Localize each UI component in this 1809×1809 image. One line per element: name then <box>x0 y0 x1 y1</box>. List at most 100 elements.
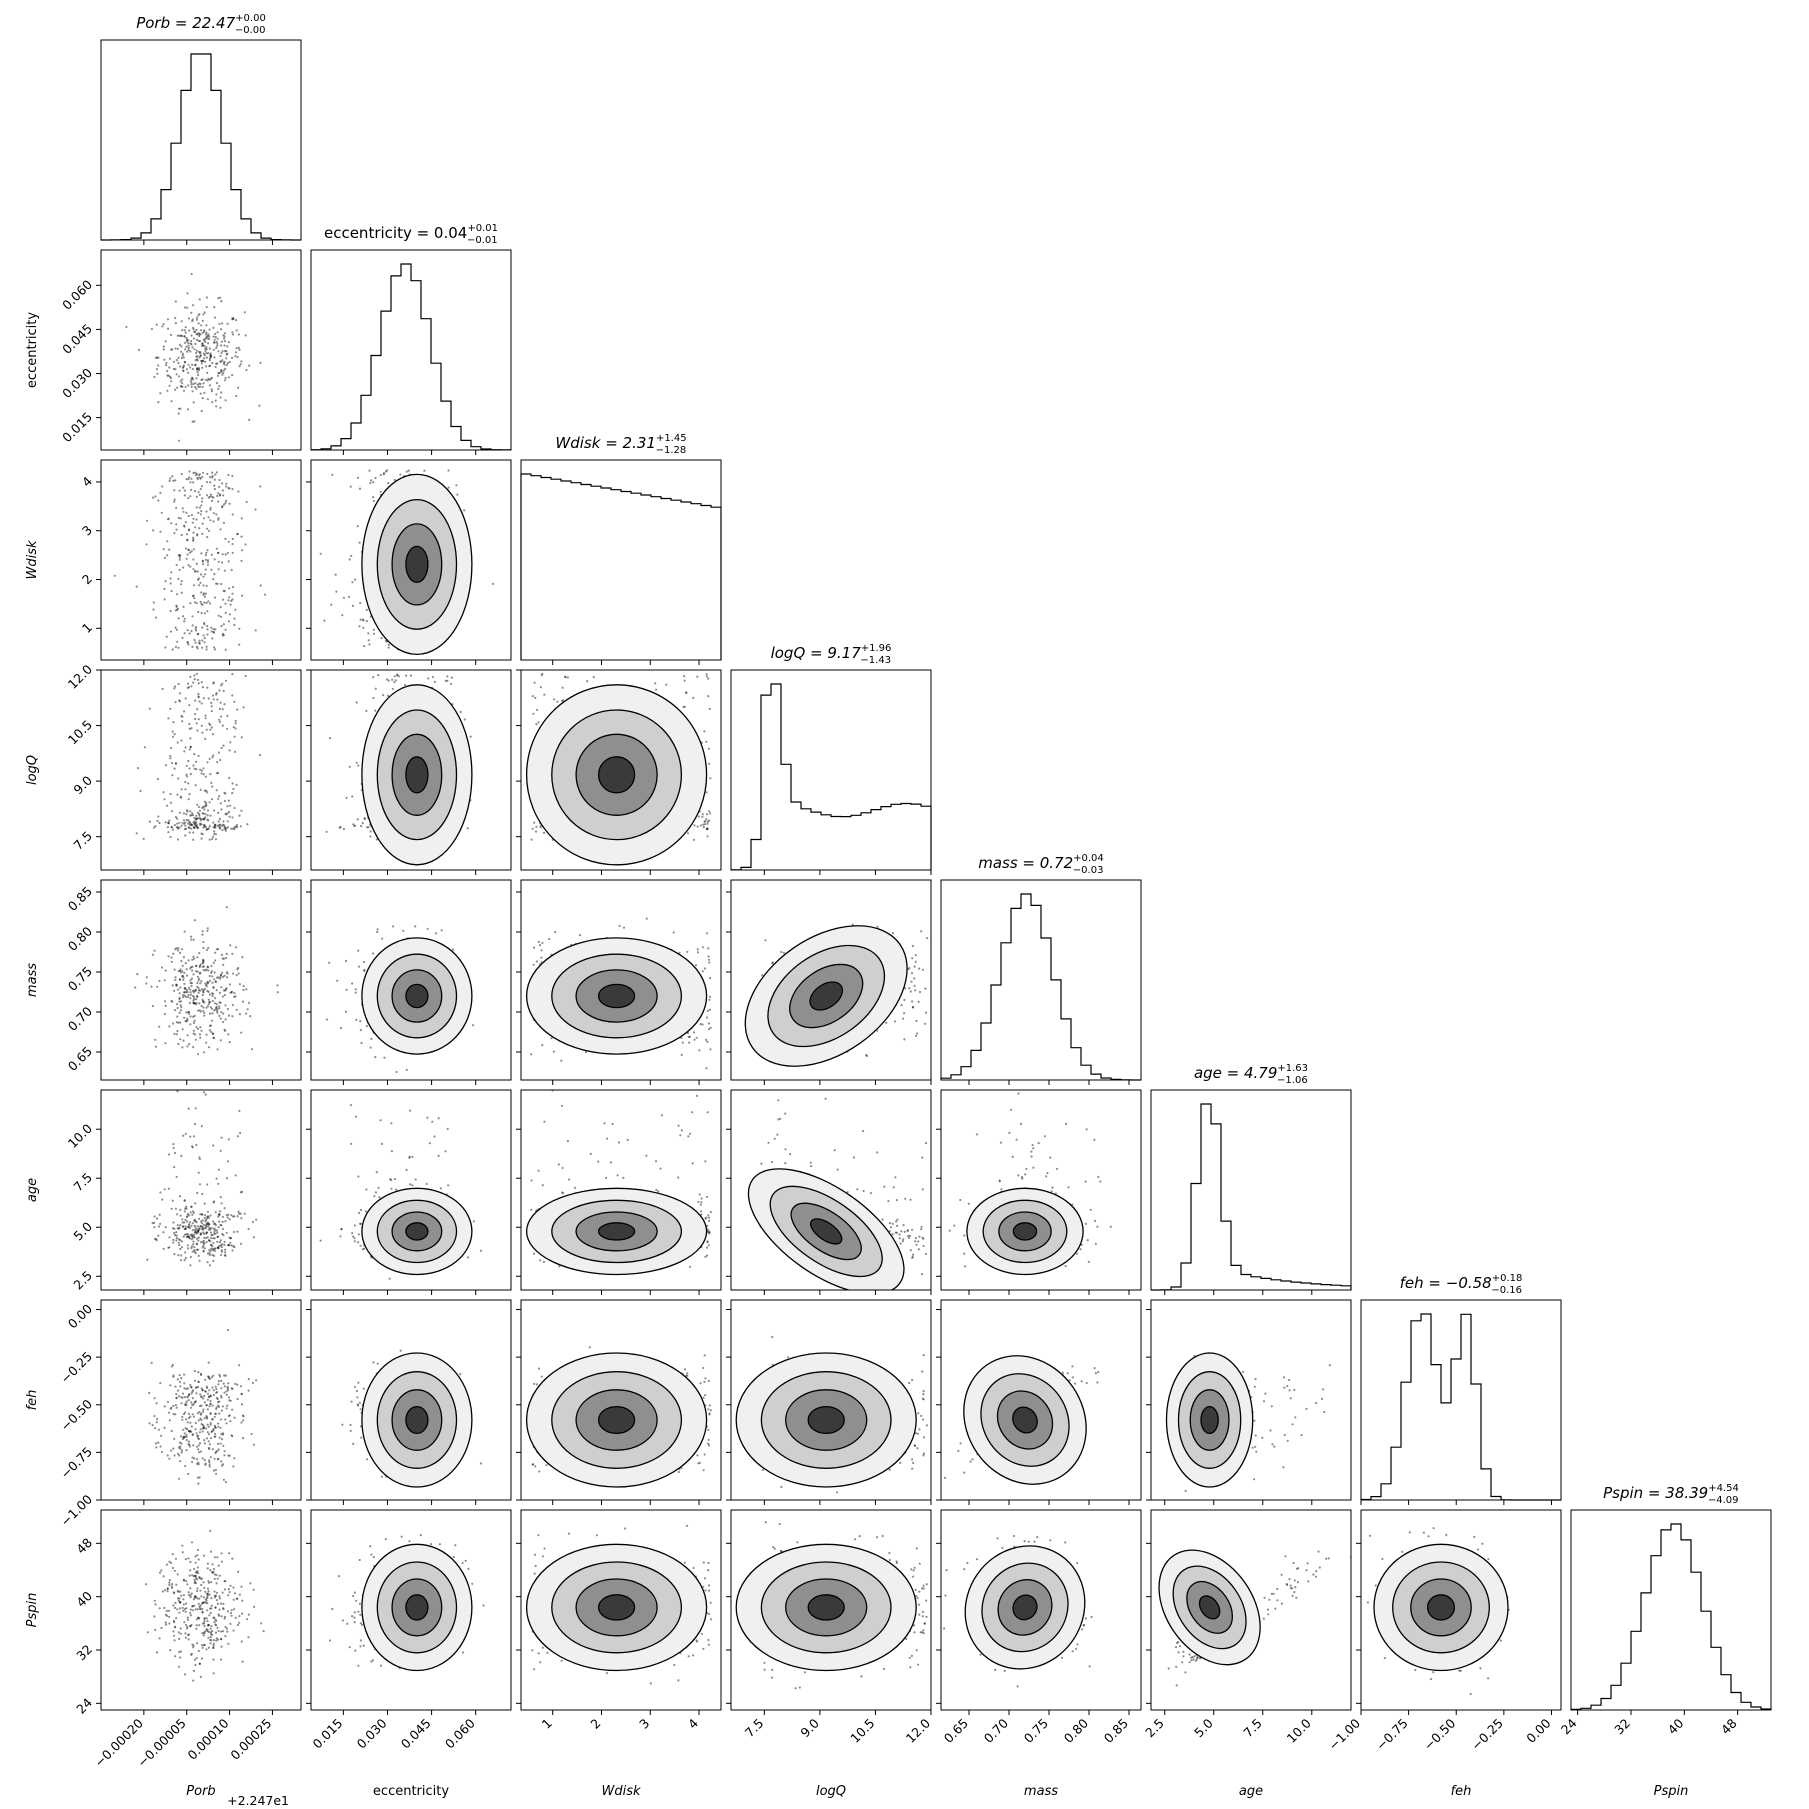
sample-point <box>182 1235 185 1238</box>
sample-point <box>226 714 229 718</box>
scatter-panel-wdisk-mass <box>516 879 722 1085</box>
sample-point <box>206 625 209 628</box>
sample-point <box>376 930 379 934</box>
sample-point <box>169 333 173 336</box>
sample-point <box>202 1250 205 1253</box>
sample-point <box>236 1230 239 1233</box>
sample-point <box>374 1056 377 1059</box>
sample-point <box>409 674 412 677</box>
sample-point <box>158 1213 161 1216</box>
sample-point <box>908 987 911 990</box>
sample-point <box>196 383 199 386</box>
sample-point <box>216 824 219 827</box>
sample-point <box>187 497 190 500</box>
sample-point <box>228 487 231 490</box>
sample-point <box>218 991 222 995</box>
sample-point <box>231 542 234 546</box>
sample-point <box>234 727 237 730</box>
sample-point <box>197 696 200 699</box>
sample-point <box>202 593 205 596</box>
sample-point <box>175 1003 179 1006</box>
sample-point <box>157 1225 160 1228</box>
sample-point <box>163 556 167 560</box>
sample-point <box>340 1027 343 1030</box>
sample-point <box>223 974 226 977</box>
sample-point <box>167 327 170 330</box>
sample-point <box>175 628 178 631</box>
sample-point <box>203 601 206 604</box>
sample-point <box>177 1227 180 1230</box>
sample-point <box>403 683 406 687</box>
sample-point <box>207 600 210 603</box>
sample-point <box>177 361 180 365</box>
sample-point <box>134 986 137 989</box>
y-tick-label: 0.030 <box>59 365 95 401</box>
panel-frame <box>100 459 302 661</box>
sample-point <box>217 1246 220 1249</box>
sample-point <box>433 680 436 684</box>
sample-point <box>175 983 178 986</box>
sample-point <box>209 519 212 522</box>
sample-point <box>702 826 705 829</box>
sample-point <box>589 1152 592 1155</box>
sample-point <box>218 1220 221 1223</box>
sample-point <box>190 488 193 491</box>
sample-point <box>177 777 180 780</box>
sample-point <box>190 550 193 553</box>
sample-point <box>173 733 176 736</box>
sample-point <box>208 495 212 498</box>
sample-point <box>179 1259 183 1262</box>
sample-point <box>199 823 202 826</box>
sample-point <box>199 768 202 771</box>
sample-point <box>154 825 157 828</box>
sample-point <box>184 348 187 351</box>
sample-point <box>214 1224 217 1227</box>
sample-point <box>177 1042 180 1046</box>
sample-point <box>325 1018 329 1021</box>
sample-point <box>164 764 168 767</box>
sample-point <box>182 369 185 372</box>
sample-point <box>388 1277 391 1280</box>
sample-point <box>230 1244 233 1247</box>
sample-point <box>179 407 182 410</box>
sample-point <box>167 717 170 720</box>
sample-point <box>219 977 222 980</box>
sample-point <box>161 325 164 328</box>
sample-point <box>218 827 221 830</box>
sample-point <box>152 529 155 532</box>
sample-point <box>195 602 198 605</box>
sample-point <box>158 821 161 825</box>
sample-point <box>194 330 197 333</box>
sample-point <box>205 648 208 651</box>
sample-point <box>187 1235 190 1238</box>
sample-point <box>179 380 182 383</box>
sample-point <box>180 714 183 717</box>
sample-point <box>212 821 215 824</box>
sample-point <box>214 826 217 829</box>
sample-point <box>239 825 242 828</box>
sample-point <box>211 694 215 697</box>
sample-point <box>194 625 198 629</box>
sample-point <box>210 568 213 571</box>
sample-point <box>192 1233 196 1236</box>
sample-point <box>562 699 565 702</box>
sample-point <box>463 509 466 512</box>
sample-point <box>196 708 199 711</box>
sample-point <box>446 675 449 678</box>
sample-point <box>210 1247 213 1250</box>
sample-point <box>706 1195 709 1199</box>
panel-frame <box>310 249 512 451</box>
sample-point <box>205 968 208 971</box>
sample-point <box>700 1197 703 1200</box>
sample-point <box>212 578 215 581</box>
sample-point <box>221 322 224 325</box>
sample-point <box>199 477 202 480</box>
sample-point <box>211 992 215 995</box>
sample-point <box>153 1221 156 1224</box>
sample-point <box>209 481 212 484</box>
sample-point <box>352 1235 355 1238</box>
density-contour <box>405 1222 429 1241</box>
sample-point <box>187 995 190 999</box>
sample-point <box>180 1006 183 1009</box>
